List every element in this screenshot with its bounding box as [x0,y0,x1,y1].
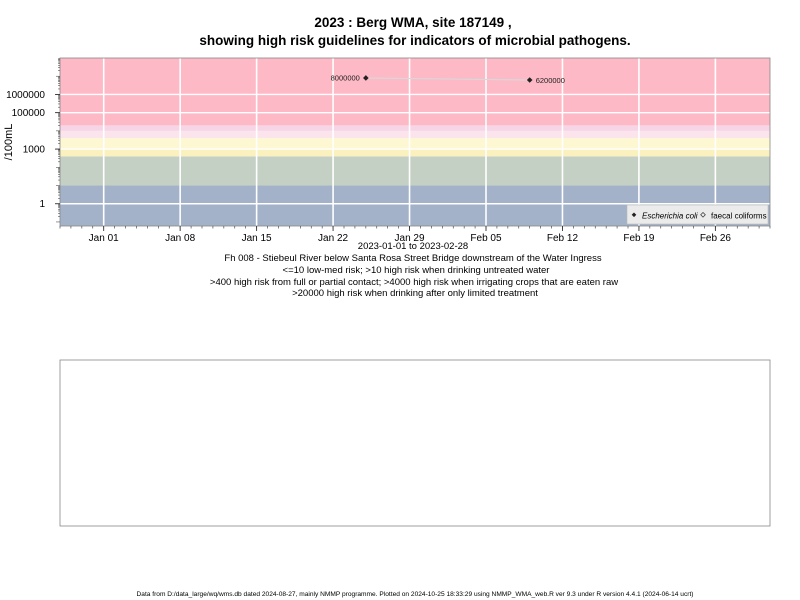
legend-box [626,204,769,225]
y-tick-label-3: 1000000 [6,90,45,101]
guideline-note-2: >400 high risk from full or partial cont… [210,277,618,288]
y-tick-label-0: 1 [39,199,45,210]
y-tick-label-2: 100000 [12,108,46,119]
guideline-note-1: <=10 low-med risk; >10 high risk when dr… [283,265,550,276]
x-axis-label: 2023-01-01 to 2023-02-28 [358,241,468,252]
x-axis: Jan 01 Jan 08 Jan 15 Jan 22 Jan 29 Feb 05 Feb … [59,226,771,244]
guideline-note-3: >20000 high risk when drinking after onl… [292,288,538,299]
x-tick-label-7: Feb 19 [623,233,655,244]
series-connector [365,77,530,81]
x-tick-label-2: Jan 15 [242,233,272,244]
series-0-line [365,77,530,81]
x-tick-label-6: Feb 12 [547,233,579,244]
x-tick-label-4: Jan 29 [395,233,425,244]
risk-band-2 [60,149,770,157]
site-description: Fh 008 - Stiebeul River below Santa Rosa… [224,253,601,264]
risk-band-3 [60,138,770,150]
data-point-0-0 [363,75,369,81]
y-axis-label: /100mL [3,124,15,161]
data-point-0-1 [526,77,533,83]
data-label-0-1: 6200000 [536,76,565,85]
plot-frame [59,57,771,227]
gridlines [60,58,770,226]
y-axis: 1 1000 100000 1000000 [6,58,60,223]
x-tick-label-1: Jan 08 [165,233,195,244]
risk-bands [60,58,770,226]
empty-plot-panel [59,359,771,527]
footer-note: Data from D:/data_large/wq/wms.db dated … [137,591,694,598]
legend-marker-ecoli [631,212,637,218]
risk-band-5 [60,125,770,131]
x-tick-label-0: Jan 01 [89,233,119,244]
data-points: 8000000 6200000 [331,73,565,85]
chart-subtitle: showing high risk guidelines for indicat… [199,33,630,48]
legend-label-ecoli: Escherichia coli [642,212,698,221]
y-tick-label-1: 1000 [23,145,46,156]
data-label-0-0: 8000000 [331,73,360,82]
risk-band-4 [60,130,770,139]
x-tick-label-5: Feb 05 [470,233,502,244]
legend: Escherichia coli faecal coliforms [626,204,769,225]
x-tick-label-8: Feb 26 [700,233,732,244]
risk-band-6 [60,58,770,126]
legend-label-faecal: faecal coliforms [711,212,767,221]
legend-marker-faecal [700,212,706,218]
chart-title: 2023 : Berg WMA, site 187149 , [314,15,511,30]
risk-band-1 [60,156,770,186]
x-tick-label-3: Jan 22 [318,233,348,244]
